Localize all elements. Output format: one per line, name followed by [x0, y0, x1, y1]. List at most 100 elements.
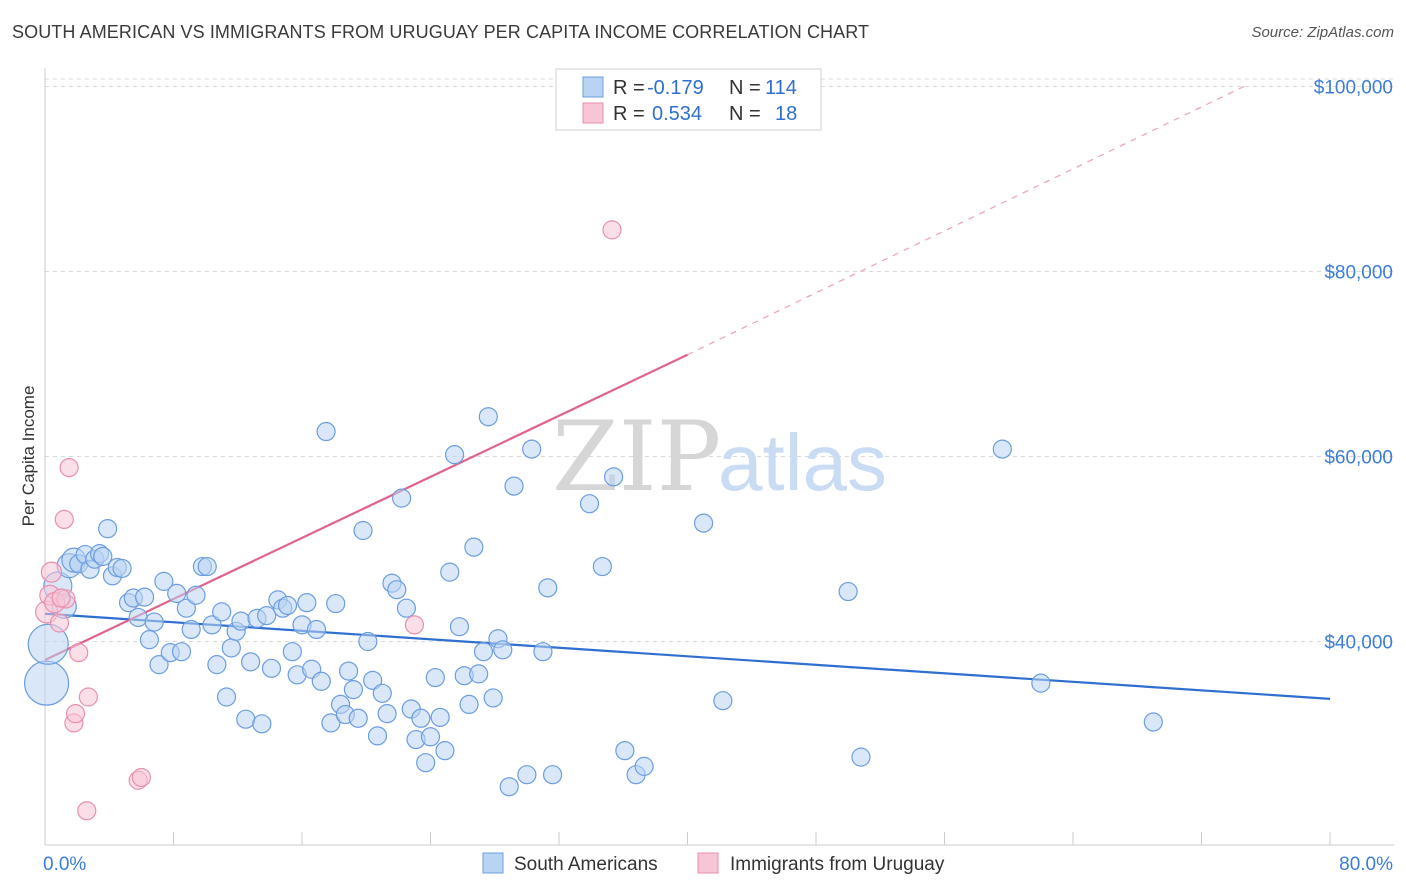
point-south-american [493, 640, 513, 660]
point-south-american [377, 704, 397, 724]
point-uruguay [602, 220, 622, 240]
trend-line-uruguay [44, 353, 688, 661]
point-south-american [316, 421, 336, 442]
point-south-american [838, 581, 858, 602]
point-south-american [538, 578, 558, 598]
point-south-american [241, 652, 261, 672]
point-south-american [261, 658, 282, 678]
y-tick-label: $100,000 [1314, 78, 1393, 99]
point-south-american [533, 642, 553, 662]
point-south-american [112, 558, 132, 579]
point-south-american [420, 727, 441, 747]
point-uruguay [54, 509, 74, 530]
point-south-american [449, 617, 470, 637]
point-south-american [297, 593, 317, 613]
point-south-american [483, 688, 503, 708]
point-south-american [851, 747, 871, 767]
point-uruguay [51, 588, 71, 608]
point-south-american [221, 638, 241, 658]
legend-r-value-blue: -0.179 [647, 77, 704, 99]
point-south-american [252, 714, 272, 734]
series-legend-label-pink: Immigrants from Uruguay [730, 854, 945, 875]
point-south-american [338, 661, 359, 681]
point-south-american [93, 546, 113, 567]
point-uruguay [49, 613, 70, 633]
point-uruguay [77, 801, 97, 821]
point-south-american [353, 520, 373, 541]
point-uruguay [78, 687, 98, 707]
point-south-american [216, 687, 237, 707]
point-south-american [499, 777, 519, 797]
legend-n-value-blue: 114 [765, 77, 797, 99]
point-south-american [212, 602, 232, 622]
point-south-american [387, 580, 407, 600]
point-south-american [149, 655, 169, 675]
point-south-american [416, 753, 436, 773]
point-south-american [713, 691, 733, 711]
point-south-american [343, 679, 363, 700]
point-south-american [372, 683, 392, 703]
trend-line-south-americans [44, 612, 1331, 700]
series-legend-label-blue: South Americans [514, 854, 658, 875]
point-south-american [396, 598, 417, 618]
point-uruguay [69, 642, 89, 663]
point-south-american [311, 671, 331, 691]
point-south-american [592, 556, 612, 577]
point-south-american [154, 571, 174, 591]
point-south-american [134, 587, 155, 607]
point-uruguay [404, 615, 425, 635]
point-south-american [231, 611, 251, 631]
legend-r-label-pink: R = [613, 103, 645, 125]
point-south-american [542, 765, 563, 785]
point-south-american [459, 694, 479, 715]
series-legend-swatch-pink [697, 852, 719, 874]
point-south-american [464, 537, 484, 557]
point-south-american [522, 439, 542, 459]
point-south-american [634, 756, 654, 776]
point-south-american [186, 585, 206, 605]
point-south-american [27, 623, 69, 665]
point-south-american [473, 642, 494, 662]
point-south-american [425, 667, 445, 688]
point-uruguay [65, 704, 86, 724]
legend-r-value-pink: 0.534 [652, 103, 702, 125]
point-south-american [197, 556, 217, 577]
legend-swatch-blue [582, 76, 604, 98]
point-uruguay [59, 458, 79, 478]
point-south-american [615, 741, 635, 761]
point-south-american [367, 726, 388, 746]
point-south-american [430, 707, 450, 727]
watermark-atlas: atlas [718, 418, 887, 507]
point-south-american [128, 607, 148, 628]
series-legend: South Americans Immigrants from Uruguay [482, 852, 945, 875]
point-south-american [167, 583, 187, 604]
point-uruguay [131, 767, 151, 788]
point-south-american [282, 642, 302, 662]
point-south-american [579, 494, 600, 514]
point-south-american [363, 670, 383, 690]
point-south-american [171, 642, 192, 662]
point-south-american [1031, 673, 1051, 693]
x-axis-ticks [44, 832, 1331, 845]
point-south-american [202, 615, 222, 635]
trend-line-uruguay-extension [687, 83, 1250, 356]
point-south-american [440, 562, 460, 582]
point-south-american [517, 765, 537, 785]
x-tick-label-min: 0.0% [43, 854, 86, 875]
legend-r-label-blue: R = [613, 77, 645, 99]
series-legend-swatch-blue [482, 852, 504, 874]
point-south-american [139, 630, 160, 650]
point-south-american [504, 476, 524, 496]
point-south-american [326, 593, 346, 614]
gridlines [45, 78, 1394, 642]
point-south-american [306, 619, 327, 640]
y-axis-title: Per Capita Income [19, 386, 38, 527]
point-south-american [992, 439, 1012, 459]
watermark-zip: ZIP [552, 401, 721, 513]
point-south-american [321, 713, 341, 733]
point-south-american [181, 619, 201, 640]
legend-n-label-blue: N = [729, 77, 761, 99]
point-south-american [391, 488, 412, 508]
point-south-american [144, 612, 164, 632]
